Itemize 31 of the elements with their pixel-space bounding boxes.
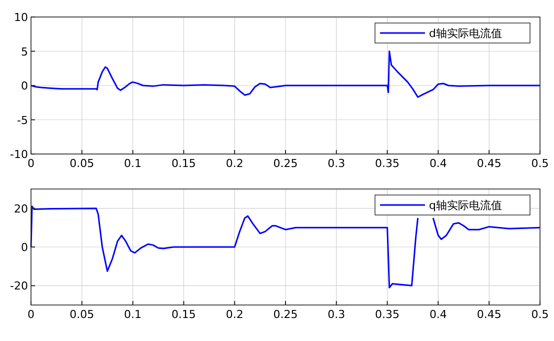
x-tick-label: 0.35 xyxy=(375,157,400,170)
x-tick-label: 0.2 xyxy=(226,308,244,321)
x-tick-label: 0.1 xyxy=(124,157,142,170)
legend-label: d轴实际电流值 xyxy=(429,27,502,40)
x-tick-label: 0.05 xyxy=(70,157,94,170)
y-tick-label: -5 xyxy=(17,114,28,127)
y-tick-label: 10 xyxy=(14,11,28,24)
legend-label: q轴实际电流值 xyxy=(429,199,502,212)
x-tick-label: 0.3 xyxy=(328,157,346,170)
x-tick-label: 0.45 xyxy=(476,157,502,170)
x-tick-label: 0.3 xyxy=(328,308,346,321)
y-tick-label: 5 xyxy=(21,45,28,58)
y-tick-label: 0 xyxy=(21,80,28,92)
x-tick-label: 0.35 xyxy=(375,308,400,321)
x-tick-label: 0.1 xyxy=(124,308,142,321)
x-tick-label: 0.25 xyxy=(273,308,298,321)
x-tick-label: 0.4 xyxy=(429,308,447,321)
x-tick-label: 0.05 xyxy=(70,308,94,321)
x-tick-label: 0.25 xyxy=(273,157,298,170)
x-tick-label: 0.2 xyxy=(226,157,244,170)
x-tick-label: 0.4 xyxy=(429,157,447,170)
x-tick-label: 0.15 xyxy=(171,157,196,170)
x-tick-label: 0.15 xyxy=(171,308,196,321)
line-series xyxy=(30,50,541,98)
y-tick-label: -20 xyxy=(10,280,28,293)
y-tick-label: 0 xyxy=(21,241,28,254)
x-tick-label: 0.5 xyxy=(531,157,549,170)
x-tick-label: 0.5 xyxy=(531,308,549,321)
y-tick-label: 20 xyxy=(14,202,28,216)
y-tick-label: -10 xyxy=(10,148,28,161)
x-tick-label: 0.45 xyxy=(476,308,502,321)
